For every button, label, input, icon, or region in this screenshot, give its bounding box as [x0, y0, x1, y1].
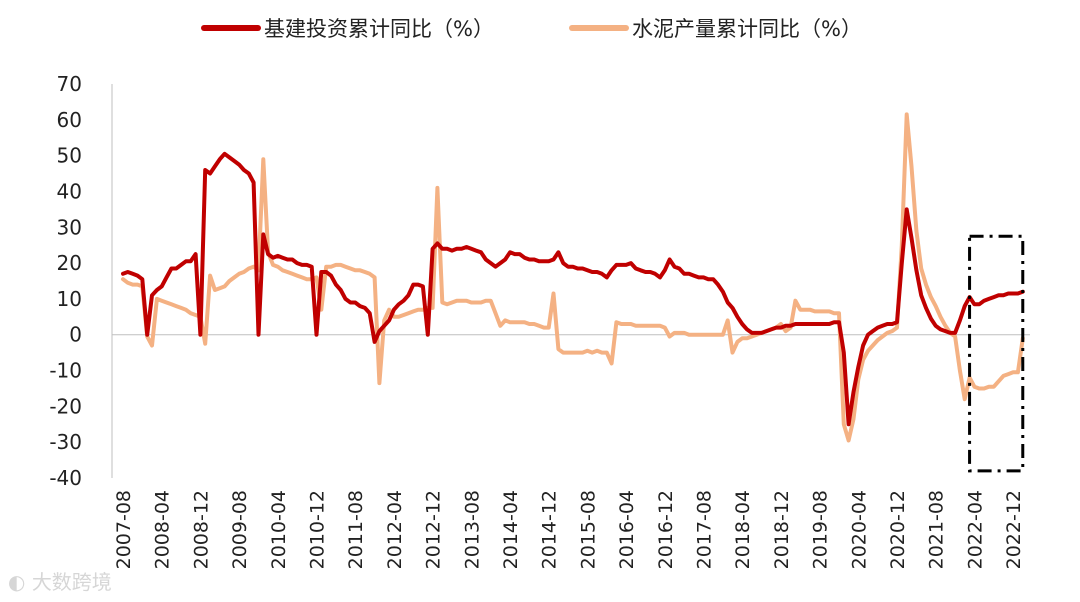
x-tick-label: 2009-08 — [229, 490, 251, 569]
highlight-box — [968, 234, 1025, 473]
x-tick-label: 2012-12 — [423, 490, 445, 569]
y-tick-label: -30 — [49, 430, 82, 454]
x-tick-label: 2022-12 — [1003, 490, 1025, 569]
legend-label-infrastructure: 基建投资累计同比（%） — [264, 17, 494, 41]
y-tick-label: 20 — [57, 251, 82, 275]
y-axis: 70 60 50 40 30 20 10 0 -10 -20 -30 -40 — [49, 72, 113, 490]
x-tick-label: 2021-08 — [926, 490, 948, 569]
x-tick-label: 2012-04 — [384, 490, 406, 569]
watermark: ◐ 大数跨境 — [8, 566, 112, 595]
x-tick-label: 2016-12 — [655, 490, 677, 569]
x-tick-label: 2013-08 — [461, 490, 483, 569]
x-tick-label: 2020-04 — [848, 490, 870, 569]
y-tick-label: 60 — [57, 108, 82, 132]
series-line-cement — [121, 112, 1025, 443]
y-tick-label: 50 — [57, 144, 82, 168]
y-tick-label: -10 — [49, 359, 82, 383]
y-tick-label: 40 — [57, 179, 82, 203]
x-tick-label: 2017-08 — [694, 490, 716, 569]
x-tick-label: 2018-04 — [732, 490, 754, 569]
x-tick-label: 2011-08 — [345, 490, 367, 569]
logo-icon: ◐ — [8, 570, 26, 594]
x-tick-label: 2019-08 — [810, 490, 832, 569]
y-tick-label: 0 — [69, 323, 82, 347]
x-tick-label: 2014-12 — [539, 490, 561, 569]
y-tick-label: -20 — [49, 394, 82, 418]
x-tick-label: 2020-12 — [887, 490, 909, 569]
y-tick-label: 30 — [57, 215, 82, 239]
x-tick-label: 2014-04 — [500, 490, 522, 569]
legend-label-cement: 水泥产量累计同比（%） — [632, 17, 862, 41]
y-tick-label: 10 — [57, 287, 82, 311]
y-tick-label: 70 — [57, 72, 82, 96]
legend: 基建投资累计同比（%） 水泥产量累计同比（%） — [201, 17, 862, 41]
x-tick-label: 2010-04 — [268, 490, 290, 569]
x-tick-label: 2018-12 — [771, 490, 793, 569]
x-tick-label: 2015-08 — [577, 490, 599, 569]
y-tick-label: -40 — [49, 466, 82, 490]
x-tick-label: 2007-08 — [113, 490, 135, 569]
highlight-layer — [968, 234, 1025, 473]
x-axis: 2007-08 2008-04 2008-12 2009-08 2010-04 2010-… — [112, 334, 1030, 569]
series-line-infrastructure — [121, 151, 1025, 427]
watermark-text: 大数跨境 — [31, 570, 112, 594]
x-tick-label: 2016-04 — [616, 490, 638, 569]
x-tick-label: 2008-12 — [190, 490, 212, 569]
x-tick-label: 2008-04 — [152, 490, 174, 569]
series-layer — [121, 112, 1025, 443]
x-tick-label: 2010-12 — [307, 490, 329, 569]
x-tick-label: 2022-04 — [964, 490, 986, 569]
